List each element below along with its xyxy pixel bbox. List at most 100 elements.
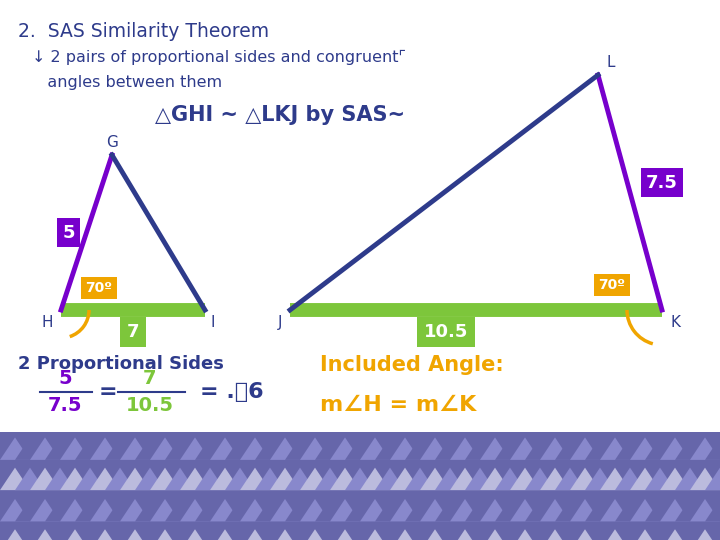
Text: =: = bbox=[99, 382, 117, 402]
Polygon shape bbox=[465, 437, 495, 460]
Polygon shape bbox=[570, 529, 600, 540]
Polygon shape bbox=[0, 529, 30, 540]
Polygon shape bbox=[255, 468, 285, 490]
Polygon shape bbox=[75, 468, 105, 490]
Polygon shape bbox=[45, 468, 75, 490]
Text: J: J bbox=[277, 315, 282, 330]
Polygon shape bbox=[270, 529, 300, 540]
Polygon shape bbox=[615, 437, 645, 460]
Polygon shape bbox=[90, 437, 120, 460]
Polygon shape bbox=[405, 468, 435, 490]
Polygon shape bbox=[495, 437, 525, 460]
Polygon shape bbox=[690, 499, 720, 522]
Polygon shape bbox=[225, 468, 255, 490]
Polygon shape bbox=[690, 437, 720, 460]
Polygon shape bbox=[615, 468, 645, 490]
Text: m∠H = m∠K: m∠H = m∠K bbox=[320, 395, 476, 415]
Polygon shape bbox=[705, 468, 720, 490]
Text: L: L bbox=[606, 55, 614, 70]
Text: G: G bbox=[106, 135, 118, 150]
Polygon shape bbox=[390, 499, 420, 522]
Polygon shape bbox=[585, 499, 615, 522]
Text: 70º: 70º bbox=[598, 278, 626, 292]
Polygon shape bbox=[525, 499, 555, 522]
Bar bbox=[0, 432, 720, 540]
Polygon shape bbox=[210, 437, 240, 460]
Polygon shape bbox=[180, 437, 210, 460]
Polygon shape bbox=[300, 499, 330, 522]
Polygon shape bbox=[30, 437, 60, 460]
Polygon shape bbox=[345, 437, 375, 460]
Text: I: I bbox=[210, 315, 215, 330]
Polygon shape bbox=[105, 468, 135, 490]
Polygon shape bbox=[45, 437, 75, 460]
Text: 7.5: 7.5 bbox=[48, 396, 82, 415]
Polygon shape bbox=[600, 529, 630, 540]
Polygon shape bbox=[120, 468, 150, 490]
Polygon shape bbox=[195, 499, 225, 522]
Polygon shape bbox=[180, 499, 210, 522]
Polygon shape bbox=[540, 468, 570, 490]
Polygon shape bbox=[135, 468, 165, 490]
Polygon shape bbox=[480, 437, 510, 460]
Text: 7: 7 bbox=[143, 369, 157, 388]
Polygon shape bbox=[360, 468, 390, 490]
Polygon shape bbox=[660, 468, 690, 490]
Polygon shape bbox=[165, 468, 195, 490]
Polygon shape bbox=[330, 529, 360, 540]
Polygon shape bbox=[225, 499, 255, 522]
Polygon shape bbox=[390, 468, 420, 490]
Polygon shape bbox=[285, 468, 315, 490]
Polygon shape bbox=[450, 468, 480, 490]
Polygon shape bbox=[405, 499, 435, 522]
Polygon shape bbox=[0, 437, 30, 460]
Polygon shape bbox=[15, 468, 45, 490]
Text: 10.5: 10.5 bbox=[424, 323, 468, 341]
Polygon shape bbox=[285, 499, 315, 522]
Polygon shape bbox=[180, 468, 210, 490]
Polygon shape bbox=[345, 468, 375, 490]
Polygon shape bbox=[630, 499, 660, 522]
Polygon shape bbox=[480, 499, 510, 522]
Polygon shape bbox=[360, 437, 390, 460]
Polygon shape bbox=[345, 499, 375, 522]
Polygon shape bbox=[525, 437, 555, 460]
Polygon shape bbox=[660, 529, 690, 540]
Text: △GHI ~ △LKJ by SAS~: △GHI ~ △LKJ by SAS~ bbox=[155, 105, 405, 125]
Polygon shape bbox=[585, 437, 615, 460]
Text: 7.5: 7.5 bbox=[646, 173, 678, 192]
Text: angles between them: angles between them bbox=[32, 75, 222, 90]
Polygon shape bbox=[510, 468, 540, 490]
Polygon shape bbox=[240, 437, 270, 460]
Polygon shape bbox=[255, 499, 285, 522]
Text: 2 Proportional Sides: 2 Proportional Sides bbox=[18, 355, 224, 373]
Text: ↓ 2 pairs of proportional sides and congruent⌜: ↓ 2 pairs of proportional sides and cong… bbox=[32, 50, 406, 65]
Polygon shape bbox=[30, 468, 60, 490]
Polygon shape bbox=[180, 529, 210, 540]
Polygon shape bbox=[540, 529, 570, 540]
Polygon shape bbox=[195, 468, 225, 490]
Polygon shape bbox=[375, 468, 405, 490]
Polygon shape bbox=[135, 499, 165, 522]
Polygon shape bbox=[525, 468, 555, 490]
Text: = .ͯ6: = .ͯ6 bbox=[200, 382, 264, 402]
Polygon shape bbox=[420, 499, 450, 522]
Polygon shape bbox=[450, 529, 480, 540]
Polygon shape bbox=[60, 499, 90, 522]
Polygon shape bbox=[315, 499, 345, 522]
Polygon shape bbox=[660, 437, 690, 460]
Polygon shape bbox=[645, 437, 675, 460]
Text: H: H bbox=[42, 315, 53, 330]
Polygon shape bbox=[150, 468, 180, 490]
Polygon shape bbox=[600, 437, 630, 460]
Polygon shape bbox=[165, 437, 195, 460]
Polygon shape bbox=[90, 499, 120, 522]
Polygon shape bbox=[360, 529, 390, 540]
Text: 5: 5 bbox=[62, 224, 75, 241]
Polygon shape bbox=[375, 499, 405, 522]
Polygon shape bbox=[600, 499, 630, 522]
Text: 7: 7 bbox=[127, 323, 139, 341]
Text: 10.5: 10.5 bbox=[126, 396, 174, 415]
Polygon shape bbox=[435, 437, 465, 460]
Polygon shape bbox=[315, 437, 345, 460]
